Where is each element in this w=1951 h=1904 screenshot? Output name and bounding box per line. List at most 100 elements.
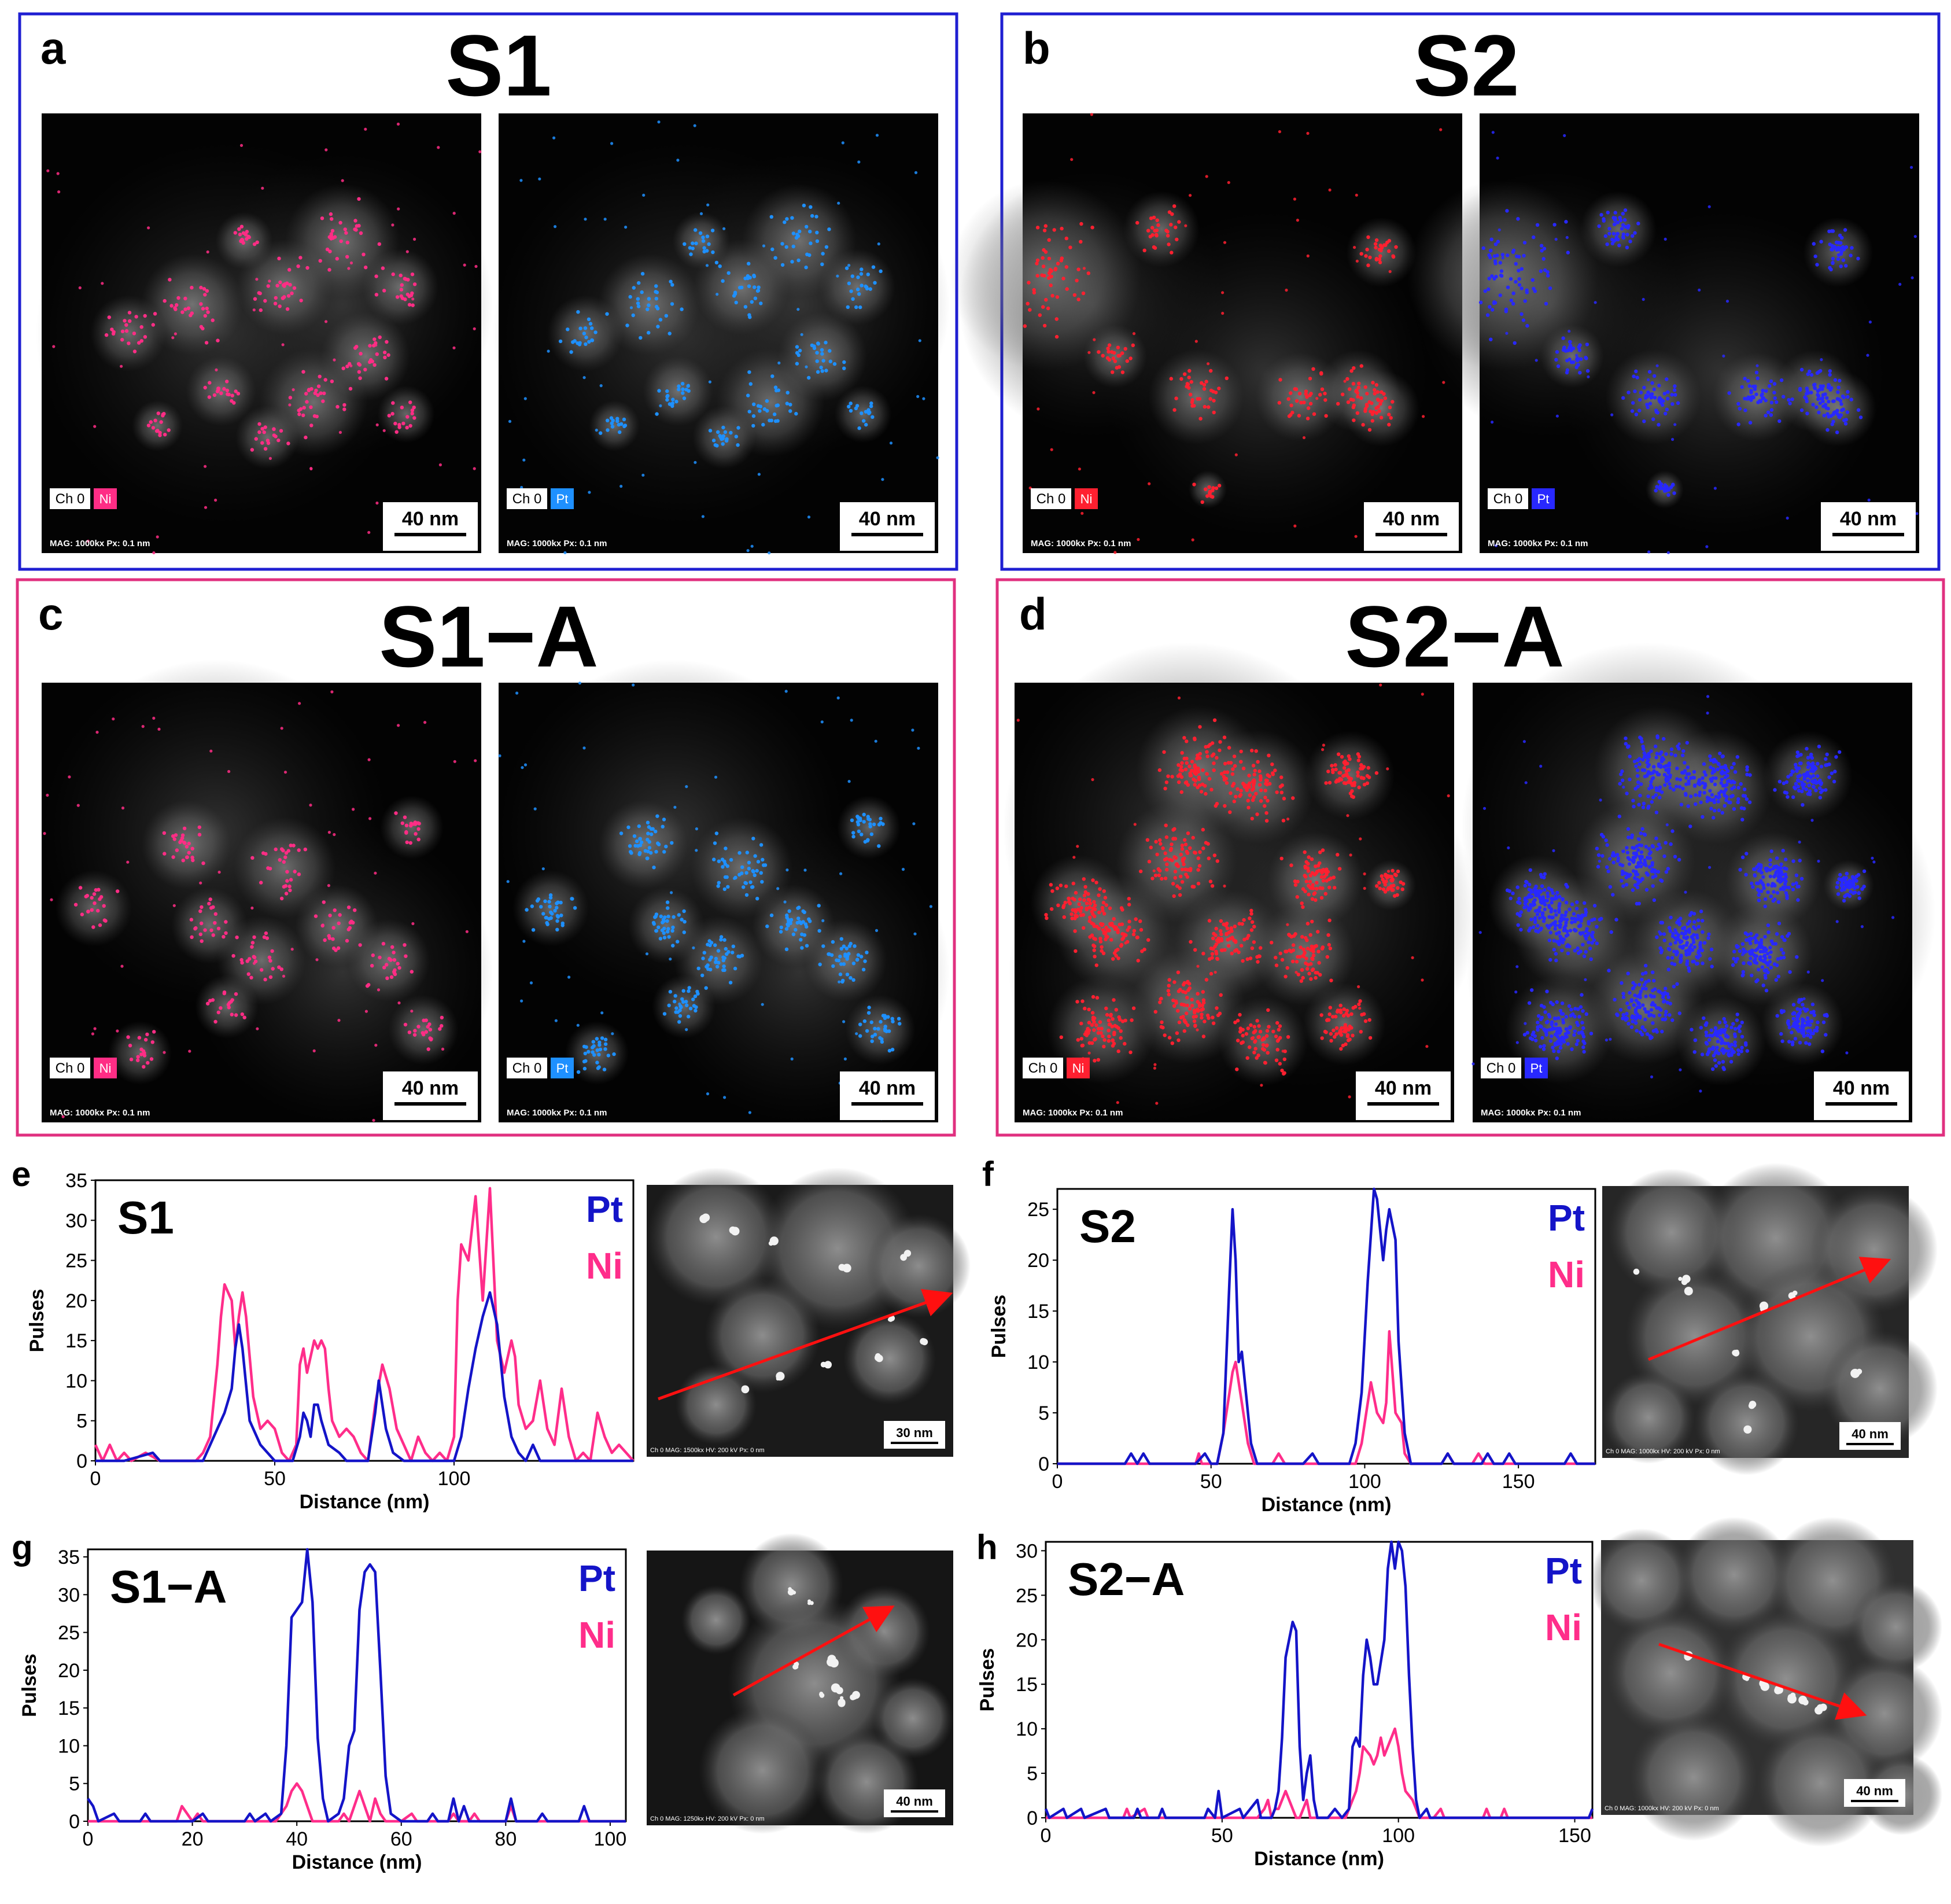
y-tick-label: 0: [1027, 1807, 1038, 1829]
eds-map-pt: Ch 0 Pt MAG: 1000kx Px: 0.1 nm 40 nm: [1407, 113, 1919, 554]
particle-cluster: [108, 1021, 172, 1085]
y-tick-label: 5: [1027, 1763, 1038, 1785]
eds-panel-b: b S2 Ch 0 Ni MAG: 1000kx Px: 0.1 nm 40 nm C…: [950, 12, 1941, 571]
particle-cluster: [565, 1021, 629, 1085]
channel-label: Ch 0: [56, 1060, 85, 1076]
scale-bar-box: [383, 502, 478, 551]
legend-pt: Pt: [586, 1188, 623, 1230]
channel-tag: [507, 488, 547, 509]
particle-cluster: [804, 919, 887, 1002]
x-tick-label: 150: [1502, 1471, 1535, 1493]
element-label: Pt: [1537, 492, 1550, 506]
element-label: Pt: [556, 1061, 569, 1076]
element-signal-dots: [1016, 683, 1450, 1105]
particle-cluster: [1803, 217, 1873, 288]
particle-cluster: [589, 400, 640, 451]
acquisition-info: Ch 0 MAG: 1500kx HV: 200 kV Px: 0 nm: [650, 1447, 765, 1454]
scale-bar-label: 30 nm: [896, 1426, 933, 1440]
eds-map-ni: Ch 0 Ni MAG: 1000kx Px: 0.1 nm 40 nm: [42, 660, 493, 1122]
panel-letter: d: [1019, 588, 1047, 639]
y-tick-label: 5: [1038, 1402, 1049, 1424]
y-tick-label: 15: [1027, 1301, 1049, 1323]
line-chart-g: 0 5 10 15 20 25 30 35 0 20 40 60 80 100 Distance (nm) P…: [19, 1546, 627, 1873]
element-signal-dots: [43, 690, 477, 1122]
line-chart-h: 0 5 10 15 20 25 30 0 50 100 150 Distance (nm) Pulses…: [976, 1540, 1594, 1870]
particle-cluster: [1123, 191, 1200, 267]
chart-title: S2: [1079, 1200, 1136, 1252]
eds-panel-c: c S1−A Ch 0 Ni MAG: 1000kx Px: 0.1 nm 40 nm…: [16, 578, 956, 1137]
y-tick-label: 20: [1016, 1629, 1038, 1651]
series-line-ni: [1046, 1727, 1592, 1820]
channel-label: Ch 0: [1037, 491, 1066, 507]
scale-bar-label: 40 nm: [1840, 508, 1897, 530]
y-tick-label: 0: [76, 1450, 87, 1472]
plot-area: [1056, 1188, 1596, 1465]
particle-cluster: [1540, 325, 1604, 388]
support-particle: [1608, 1169, 1735, 1296]
x-tick-label: 0: [1041, 1825, 1052, 1847]
acquisition-info: MAG: 1000kx Px: 0.1 nm: [1031, 539, 1131, 548]
x-tick-label: 40: [286, 1828, 308, 1850]
y-tick-label: 15: [1016, 1674, 1038, 1696]
scale-bar-label: 40 nm: [1852, 1427, 1889, 1441]
element-swatch: [1075, 488, 1098, 509]
scale-bar-label: 40 nm: [1375, 1077, 1432, 1099]
series-line-pt: [87, 1548, 626, 1823]
panel-title: S2−A: [1345, 588, 1564, 685]
particle-cluster: [195, 975, 259, 1038]
legend-ni: Ni: [578, 1614, 615, 1656]
particle-cluster: [1305, 731, 1395, 820]
profile-panel-g: g 0 5 10 15 20 25 30 35 0 20 40 60 80 100 Distance (nm…: [12, 1528, 953, 1873]
channel-label: Ch 0: [512, 491, 542, 507]
particle-cluster: [1267, 831, 1363, 927]
particle-cluster: [171, 887, 248, 964]
line-scan-arrow: [1648, 1257, 1891, 1361]
acquisition-info: MAG: 1000kx Px: 0.1 nm: [50, 539, 150, 548]
support-particle: [866, 1214, 971, 1318]
acquisition-info: Ch 0 MAG: 1250kx HV: 200 kV Px: 0 nm: [650, 1815, 765, 1822]
channel-tag: [507, 1058, 547, 1078]
channel-tag: [1481, 1058, 1521, 1078]
particle-cluster: [1189, 470, 1227, 509]
legend-ni: Ni: [1545, 1607, 1582, 1648]
scale-bar-box: [383, 1071, 478, 1120]
support-particle: [705, 1277, 820, 1393]
panel-letter: a: [40, 23, 66, 73]
acquisition-info: MAG: 1000kx Px: 0.1 nm: [1023, 1108, 1123, 1118]
y-tick-label: 0: [1038, 1453, 1049, 1475]
particle-cluster: [377, 385, 435, 443]
series-line-pt: [1057, 1187, 1595, 1465]
element-swatch: [551, 1058, 574, 1078]
particle-cluster: [599, 800, 688, 889]
particle-cluster: [1589, 949, 1703, 1064]
particle-cluster: [819, 249, 895, 325]
particle-cluster: [186, 356, 256, 426]
element-swatch: [94, 1058, 117, 1078]
line-scan-arrow: [732, 1605, 895, 1697]
particle-cluster: [512, 870, 589, 947]
y-axis-label: Pulses: [26, 1289, 48, 1353]
particle-cluster: [1200, 730, 1315, 844]
panel-letter: g: [12, 1528, 33, 1567]
scale-bar-box: [1821, 502, 1916, 551]
x-tick-label: 80: [495, 1828, 517, 1850]
metal-nanoparticles: [1684, 1651, 1849, 1718]
panel-letter: h: [976, 1528, 998, 1567]
y-tick-label: 10: [58, 1735, 80, 1757]
panel-title: S1−A: [379, 588, 598, 685]
acquisition-info: Ch 0 MAG: 1000kx HV: 200 kV Px: 0 nm: [1606, 1448, 1720, 1455]
particle-cluster: [1725, 831, 1821, 927]
y-tick-label: 30: [65, 1210, 87, 1232]
x-tick-label: 100: [1348, 1471, 1381, 1493]
scale-bar-label: 40 nm: [1856, 1784, 1893, 1798]
stem-image-f: Ch 0 MAG: 1000kx HV: 200 kV Px: 0 nm 40 n…: [1602, 1163, 1938, 1475]
y-tick-label: 20: [65, 1290, 87, 1312]
support-particle: [1850, 1581, 1942, 1673]
y-tick-label: 35: [58, 1546, 80, 1568]
particle-cluster: [388, 995, 459, 1065]
scale-bar-label: 40 nm: [1833, 1077, 1890, 1099]
x-tick-label: 150: [1558, 1825, 1591, 1847]
particle-cluster: [1148, 349, 1244, 445]
channel-tag: [50, 1058, 90, 1078]
support-particle: [1676, 1517, 1792, 1633]
